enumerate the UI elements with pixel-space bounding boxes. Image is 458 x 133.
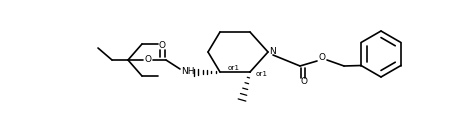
Text: O: O [318,53,326,63]
Text: O: O [300,78,307,86]
Text: O: O [145,55,152,65]
Text: O: O [158,41,165,51]
Text: or1: or1 [256,71,268,77]
Text: NH: NH [181,68,195,76]
Text: or1: or1 [228,65,240,71]
Text: N: N [270,47,276,57]
